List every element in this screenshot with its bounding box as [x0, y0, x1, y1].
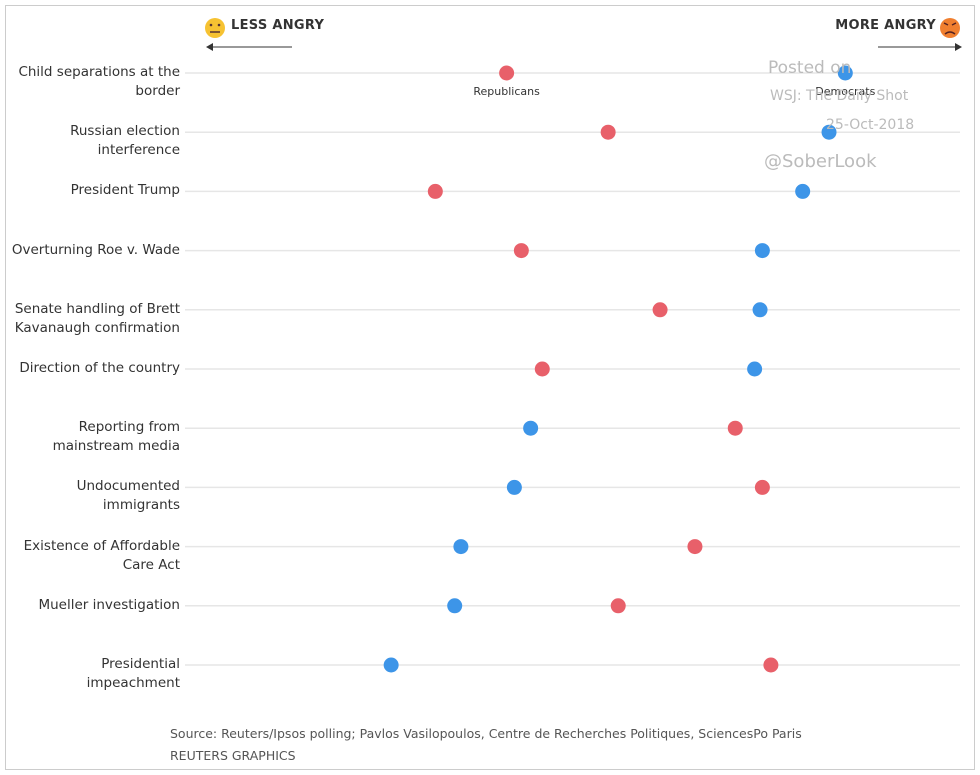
dot: [795, 183, 811, 199]
dot: [427, 183, 443, 199]
less-label: LESS ANGRY: [231, 18, 325, 33]
category-label: Russian election interference: [70, 123, 180, 159]
watermark: @SoberLook: [764, 151, 877, 172]
dot: [499, 65, 515, 81]
arrow-head: [955, 43, 962, 51]
watermark: Posted on: [768, 58, 852, 78]
emoji-eye: [217, 23, 221, 27]
category-label: Senate handling of Brett Kavanaugh confi…: [14, 300, 180, 336]
frame: [5, 5, 975, 770]
category-label: Mueller investigation: [38, 596, 180, 613]
credit: REUTERS GRAPHICS: [170, 748, 296, 763]
dot: [383, 657, 399, 673]
dot: [752, 302, 768, 318]
category-label: Existence of Affordable Care Act: [23, 537, 180, 573]
more-label: MORE ANGRY: [835, 18, 936, 33]
series-label: Republicans: [473, 85, 540, 98]
dot: [523, 420, 539, 436]
dot: [513, 243, 529, 259]
category-label: Child separations at the border: [18, 64, 180, 99]
arrow-head: [206, 43, 213, 51]
watermark: WSJ: The Daily Shot: [770, 88, 909, 104]
dot: [610, 598, 626, 614]
dot: [506, 479, 522, 495]
dot: [727, 420, 743, 436]
series-label: Democrats: [815, 85, 875, 98]
dot: [747, 361, 763, 377]
category-label: President Trump: [70, 182, 180, 199]
dot: [534, 361, 550, 377]
dot: [453, 539, 469, 555]
watermark: 25-Oct-2018: [826, 117, 915, 133]
dot: [754, 243, 770, 259]
emoji-neutral: [205, 18, 225, 38]
dot: [652, 302, 668, 318]
dot: [600, 124, 616, 140]
emoji-brows: [943, 22, 957, 26]
category-label: Overturning Roe v. Wade: [11, 241, 180, 258]
dot: [821, 124, 837, 140]
category-label: Reporting from mainstream media: [52, 419, 180, 455]
dot: [837, 65, 853, 81]
emoji-mouth: [944, 31, 956, 35]
dot: [754, 479, 770, 495]
emoji-angry: [940, 18, 960, 38]
dot: [763, 657, 779, 673]
category-label: Direction of the country: [19, 360, 180, 376]
source: Source: Reuters/Ipsos polling; Pavlos Va…: [170, 726, 802, 741]
dot: [447, 598, 463, 614]
emoji-eye: [209, 23, 213, 27]
dot: [687, 539, 703, 555]
category-label: Undocumented immigrants: [76, 478, 180, 514]
category-label: Presidential impeachment: [86, 656, 180, 691]
